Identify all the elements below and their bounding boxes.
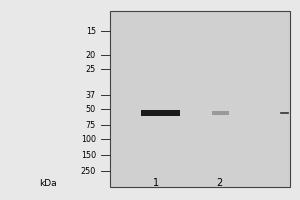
Text: 50: 50 <box>86 105 96 114</box>
Text: 75: 75 <box>86 120 96 130</box>
Text: 250: 250 <box>81 166 96 176</box>
Text: 37: 37 <box>86 90 96 99</box>
Text: 150: 150 <box>81 151 96 160</box>
Bar <box>110 11 290 187</box>
Text: 100: 100 <box>81 134 96 144</box>
Text: 20: 20 <box>86 50 96 60</box>
Text: 15: 15 <box>86 26 96 36</box>
Text: 1: 1 <box>153 178 159 188</box>
Bar <box>141 110 180 116</box>
Text: 2: 2 <box>216 178 222 188</box>
Bar <box>212 111 229 115</box>
Text: kDa: kDa <box>39 178 57 188</box>
Text: 25: 25 <box>86 64 96 73</box>
